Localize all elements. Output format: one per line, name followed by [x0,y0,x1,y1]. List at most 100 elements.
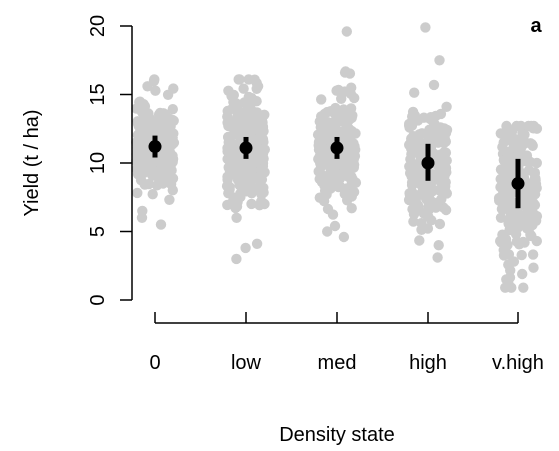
data-point [518,282,529,293]
data-point [139,148,151,160]
points-group-v.high [493,120,543,293]
data-point [337,107,348,118]
data-point [434,175,446,187]
data-point [322,226,333,237]
data-point [528,262,539,273]
data-point [326,126,337,138]
mean-point [148,140,162,154]
y-tick-label: 5 [87,226,109,237]
data-point [142,163,154,174]
data-point [339,67,351,78]
data-point [501,274,512,285]
data-point [246,153,257,164]
data-point [258,182,269,193]
mean-point [239,141,253,155]
data-point [162,163,174,175]
data-point [338,231,350,243]
data-point [155,219,167,230]
data-point [329,220,341,232]
data-point [231,253,242,265]
data-point [502,239,513,251]
data-point [433,240,444,251]
data-point [494,193,506,204]
data-point [224,181,235,193]
data-point [514,217,526,228]
points-group-low [221,74,270,265]
data-point [243,74,254,85]
data-point [345,103,357,114]
data-point [350,128,361,139]
data-point [519,237,530,248]
data-point [137,137,148,148]
mean-point [330,141,344,155]
data-point [246,198,257,210]
data-point [407,204,418,215]
data-point [253,113,264,125]
data-point [422,194,433,206]
data-point [435,108,447,120]
x-tick-label: low [231,352,262,374]
data-point [247,184,258,195]
data-point [441,155,452,166]
data-point [320,147,331,158]
data-point [501,120,512,132]
data-point [256,174,268,185]
data-point [322,203,334,215]
data-point [315,122,326,133]
data-point [319,171,330,182]
data-point [164,194,175,205]
data-point [149,74,160,85]
data-point [231,212,242,223]
data-point [413,132,424,143]
data-point [316,137,327,148]
points-group-high [403,22,453,263]
summary-layer [148,135,525,209]
data-point [164,142,175,153]
data-point [344,150,355,161]
data-point [238,115,249,126]
data-point [225,155,237,166]
data-point [525,229,536,240]
data-point [403,194,415,206]
data-point [497,204,509,215]
data-point [259,198,270,210]
data-point [252,81,264,92]
data-point [342,162,353,174]
data-point [151,116,162,128]
data-point [500,154,511,166]
x-tick-label: high [409,352,447,374]
data-point [531,211,543,222]
data-point [131,164,143,175]
data-point [407,106,419,118]
data-point [531,123,543,134]
data-point [231,201,243,212]
data-point [256,165,267,177]
mean-point [511,177,525,191]
data-point [132,187,143,199]
data-point [441,101,452,113]
data-point [327,106,338,118]
data-point [500,165,512,176]
data-point [340,187,351,199]
mean-point [421,156,435,170]
data-point [233,74,244,85]
data-point [161,112,172,124]
data-point [420,22,431,33]
data-point [335,115,346,127]
data-point [245,94,257,106]
data-point [432,252,443,263]
data-point [232,127,244,138]
data-point [325,183,336,194]
x-axis-title: Density state [279,424,395,446]
data-point [222,171,233,182]
data-point [525,193,537,204]
data-point [525,138,536,149]
data-point [251,238,263,249]
data-point [234,179,245,191]
data-point [413,171,425,183]
data-point [258,144,269,155]
data-point [517,268,528,280]
data-point [524,156,536,167]
x-tick-label: med [318,352,357,374]
